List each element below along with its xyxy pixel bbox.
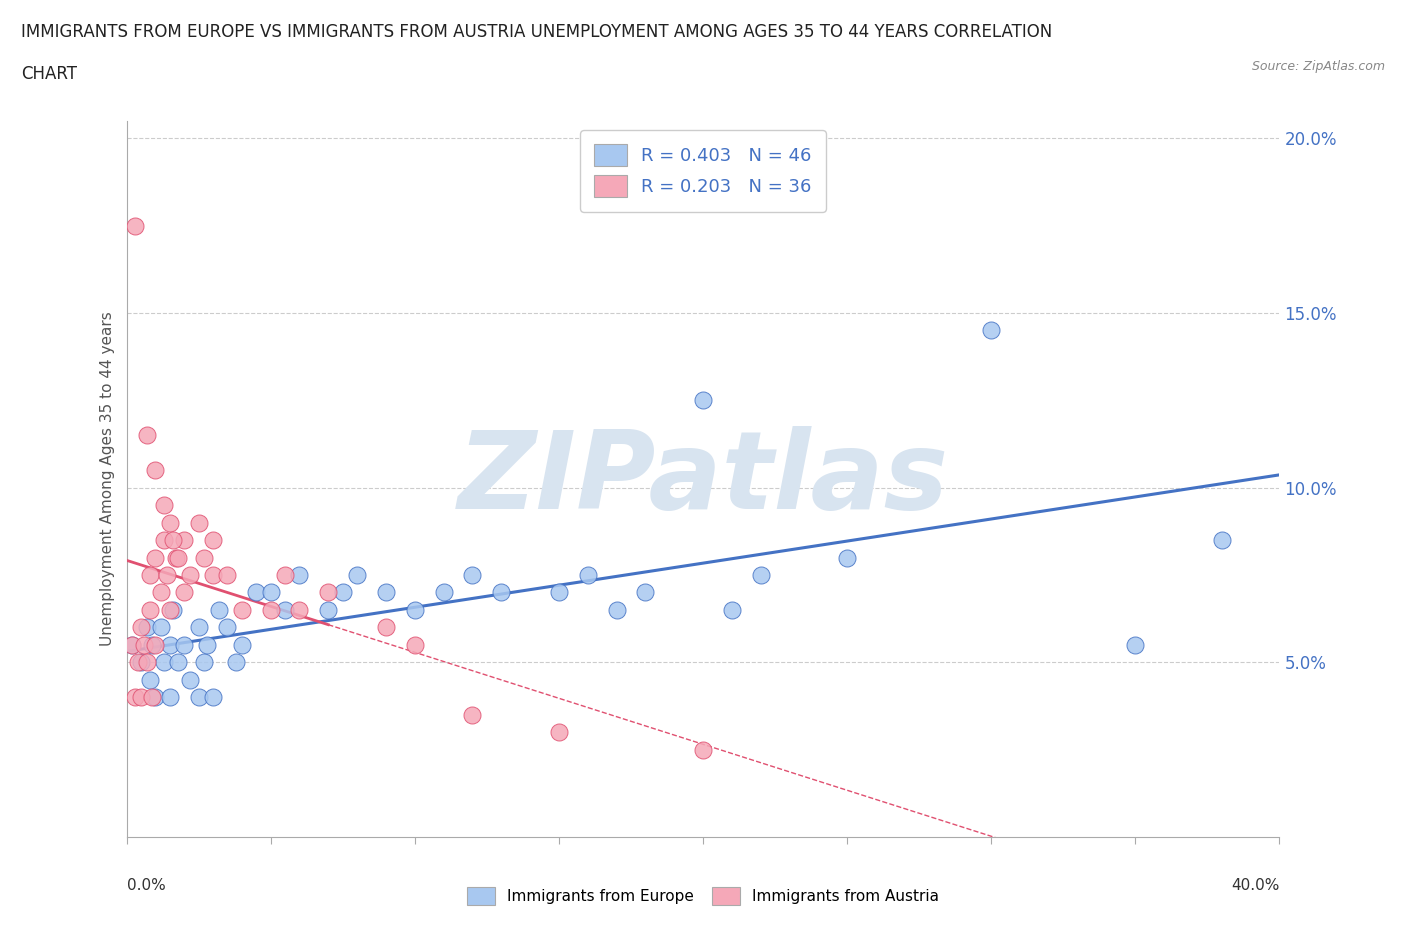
Point bbox=[156, 567, 179, 582]
Point bbox=[225, 655, 247, 670]
Point bbox=[1211, 533, 1233, 548]
Point bbox=[187, 620, 209, 635]
Point bbox=[145, 690, 166, 705]
Point bbox=[274, 603, 297, 618]
Point bbox=[173, 533, 195, 548]
Point bbox=[217, 620, 239, 635]
Point bbox=[124, 690, 146, 705]
Point bbox=[179, 672, 201, 687]
Text: ZIPatlas: ZIPatlas bbox=[457, 426, 949, 532]
Point bbox=[374, 585, 398, 600]
Point bbox=[461, 708, 484, 723]
Point bbox=[138, 603, 160, 618]
Point bbox=[318, 585, 340, 600]
Point bbox=[127, 655, 149, 670]
Point bbox=[692, 742, 714, 757]
Point bbox=[153, 498, 176, 512]
Point bbox=[318, 603, 340, 618]
Point bbox=[374, 620, 398, 635]
Point bbox=[162, 603, 184, 618]
Point bbox=[187, 515, 209, 530]
Point bbox=[167, 655, 190, 670]
Point bbox=[153, 533, 176, 548]
Point bbox=[135, 428, 157, 443]
Point bbox=[274, 567, 297, 582]
Point bbox=[124, 219, 146, 233]
Point bbox=[162, 533, 184, 548]
Point bbox=[159, 637, 181, 652]
Point bbox=[193, 655, 215, 670]
Point bbox=[150, 620, 173, 635]
Point bbox=[245, 585, 267, 600]
Point bbox=[135, 620, 157, 635]
Text: CHART: CHART bbox=[21, 65, 77, 83]
Point bbox=[145, 551, 166, 565]
Point bbox=[193, 551, 215, 565]
Point bbox=[980, 323, 1002, 338]
Point bbox=[1125, 637, 1147, 652]
Point bbox=[129, 620, 152, 635]
Legend: R = 0.403   N = 46, R = 0.203   N = 36: R = 0.403 N = 46, R = 0.203 N = 36 bbox=[579, 130, 827, 212]
Y-axis label: Unemployment Among Ages 35 to 44 years: Unemployment Among Ages 35 to 44 years bbox=[100, 312, 115, 646]
Point bbox=[288, 567, 311, 582]
Point bbox=[202, 567, 225, 582]
Point bbox=[141, 690, 163, 705]
Point bbox=[153, 655, 176, 670]
Point bbox=[346, 567, 368, 582]
Point bbox=[548, 724, 571, 739]
Text: 0.0%: 0.0% bbox=[127, 878, 166, 893]
Point bbox=[179, 567, 201, 582]
Point bbox=[231, 637, 253, 652]
Point bbox=[138, 672, 160, 687]
Point bbox=[159, 603, 181, 618]
Point bbox=[692, 392, 714, 407]
Point bbox=[576, 567, 599, 582]
Point bbox=[135, 655, 157, 670]
Point bbox=[606, 603, 628, 618]
Point bbox=[121, 637, 143, 652]
Point bbox=[145, 463, 166, 478]
Point bbox=[259, 585, 281, 600]
Text: 40.0%: 40.0% bbox=[1232, 878, 1279, 893]
Point bbox=[167, 551, 190, 565]
Point bbox=[548, 585, 571, 600]
Text: IMMIGRANTS FROM EUROPE VS IMMIGRANTS FROM AUSTRIA UNEMPLOYMENT AMONG AGES 35 TO : IMMIGRANTS FROM EUROPE VS IMMIGRANTS FRO… bbox=[21, 23, 1052, 41]
Point bbox=[173, 585, 195, 600]
Legend: Immigrants from Europe, Immigrants from Austria: Immigrants from Europe, Immigrants from … bbox=[460, 879, 946, 913]
Point bbox=[404, 603, 426, 618]
Point bbox=[288, 603, 311, 618]
Point bbox=[202, 690, 225, 705]
Point bbox=[129, 690, 152, 705]
Point bbox=[173, 637, 195, 652]
Point bbox=[231, 603, 253, 618]
Point bbox=[491, 585, 513, 600]
Point bbox=[404, 637, 426, 652]
Point bbox=[187, 690, 209, 705]
Point bbox=[141, 637, 163, 652]
Point bbox=[749, 567, 772, 582]
Text: Source: ZipAtlas.com: Source: ZipAtlas.com bbox=[1251, 60, 1385, 73]
Point bbox=[835, 551, 858, 565]
Point bbox=[132, 637, 155, 652]
Point bbox=[208, 603, 231, 618]
Point bbox=[159, 690, 181, 705]
Point bbox=[217, 567, 239, 582]
Point bbox=[138, 567, 160, 582]
Point bbox=[202, 533, 225, 548]
Point bbox=[159, 515, 181, 530]
Point bbox=[129, 655, 152, 670]
Point bbox=[634, 585, 657, 600]
Point bbox=[165, 551, 187, 565]
Point bbox=[461, 567, 484, 582]
Point bbox=[259, 603, 281, 618]
Point bbox=[145, 637, 166, 652]
Point bbox=[150, 585, 173, 600]
Point bbox=[332, 585, 354, 600]
Point bbox=[195, 637, 218, 652]
Point bbox=[433, 585, 456, 600]
Point bbox=[121, 637, 143, 652]
Point bbox=[720, 603, 742, 618]
